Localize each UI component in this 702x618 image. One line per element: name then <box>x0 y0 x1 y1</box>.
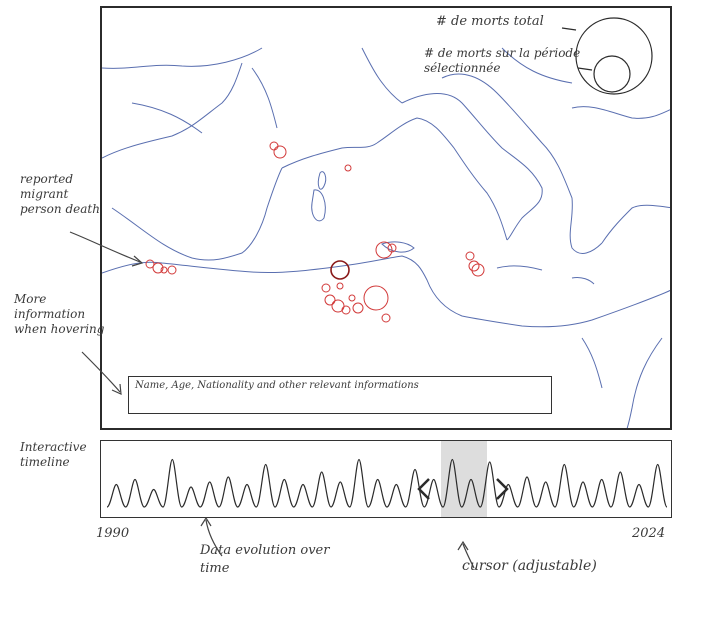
river-nile <box>626 337 663 428</box>
legend-pointer-period <box>577 67 593 71</box>
annotation-reported-death: reported migrant person death <box>20 172 100 216</box>
legend-period-label: # de morts sur la période sélectionnée <box>424 46 581 75</box>
legend-total-label: # de morts total <box>436 14 544 29</box>
coast-channel <box>102 47 263 69</box>
arrow-head <box>457 540 469 551</box>
death-marker[interactable] <box>269 141 279 151</box>
river-3 <box>361 47 403 104</box>
cursor-left-handle[interactable] <box>417 478 430 500</box>
timeline-start-year: 1990 <box>96 526 130 541</box>
island-sicily <box>381 241 415 253</box>
death-marker[interactable] <box>321 283 331 293</box>
timeline-chart <box>106 441 668 517</box>
hover-info-text: Name, Age, Nationality and other relevan… <box>135 380 419 391</box>
coast-gulf-lion <box>281 142 378 169</box>
death-marker[interactable] <box>344 164 352 172</box>
legend-pointer-total <box>561 27 577 31</box>
death-marker[interactable] <box>468 260 480 272</box>
island-corsica <box>317 171 327 190</box>
interactive-timeline[interactable] <box>100 440 672 518</box>
mediterranean-map <box>102 17 670 428</box>
death-marker[interactable] <box>152 262 164 274</box>
death-marker[interactable] <box>336 282 344 290</box>
map[interactable] <box>100 6 672 430</box>
death-marker[interactable] <box>348 294 356 302</box>
legend-circles <box>561 17 653 95</box>
cursor-right-handle[interactable] <box>496 478 509 500</box>
hover-info-box: Name, Age, Nationality and other relevan… <box>128 376 552 414</box>
timeline-curve <box>106 458 668 508</box>
death-marker-selected[interactable] <box>330 260 350 280</box>
river-1 <box>131 102 203 134</box>
death-marker[interactable] <box>352 302 364 314</box>
island-crete <box>496 265 543 271</box>
coast-italy-east <box>401 93 543 241</box>
river-2 <box>251 67 278 129</box>
death-circles <box>145 141 485 323</box>
coast-north-africa <box>102 255 670 328</box>
annotation-timeline: Interactive timeline <box>20 440 87 469</box>
coast-turkey <box>601 204 670 244</box>
coast-black-sea <box>571 106 670 119</box>
death-marker[interactable] <box>324 294 336 306</box>
river-4 <box>501 47 573 84</box>
death-marker[interactable] <box>375 241 393 259</box>
death-marker[interactable] <box>363 285 389 311</box>
annotation-hover-info: More information when hovering <box>14 292 105 336</box>
death-marker[interactable] <box>465 251 475 261</box>
death-marker[interactable] <box>381 313 391 323</box>
coast-spain <box>111 167 283 261</box>
death-marker[interactable] <box>160 266 168 274</box>
coast-italy-west <box>376 117 508 241</box>
annotation-cursor: cursor (adjustable) <box>462 558 597 574</box>
island-sardinia <box>311 189 326 222</box>
death-marker[interactable] <box>273 145 287 159</box>
death-marker[interactable] <box>387 243 397 253</box>
death-marker[interactable] <box>471 263 485 277</box>
arrow-head <box>200 516 212 527</box>
legend-circle-total <box>575 17 653 95</box>
coastlines <box>102 47 670 428</box>
timeline-end-year: 2024 <box>632 526 666 541</box>
death-marker[interactable] <box>341 305 351 315</box>
island-cyprus <box>571 277 595 285</box>
annotation-data-evolution: Data evolution over time <box>200 543 330 576</box>
river-5 <box>581 337 603 389</box>
coast-france-atlantic <box>102 62 243 159</box>
legend-circle-period <box>593 55 631 93</box>
death-marker[interactable] <box>167 265 177 275</box>
death-marker[interactable] <box>145 259 155 269</box>
coast-balkans <box>441 73 603 254</box>
